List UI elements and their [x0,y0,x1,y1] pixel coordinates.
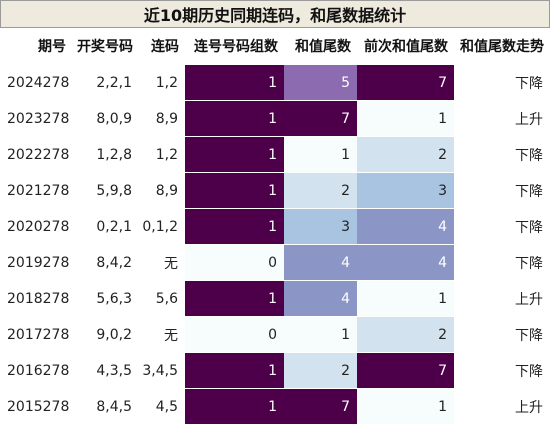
cell-trend: 下降 [454,173,550,209]
cell-trend: 下降 [454,65,550,101]
cell-prev-sum-tail: 1 [357,389,454,424]
cell-trend: 下降 [454,245,550,281]
header-group-count: 连号号码组数 [185,28,284,65]
cell-consecutive: 无 [139,245,185,281]
cell-draw-numbers: 4,3,5 [72,353,139,389]
cell-sum-tail: 5 [284,65,357,101]
header-prev-sum-tail: 前次和值尾数 [357,28,454,65]
cell-sum-tail: 4 [284,281,357,317]
cell-prev-sum-tail: 2 [357,137,454,173]
cell-period: 2022278 [0,137,72,173]
cell-trend: 下降 [454,209,550,245]
cell-consecutive: 8,9 [139,173,185,209]
cell-period: 2023278 [0,101,72,137]
cell-group-count: 1 [185,209,284,245]
cell-draw-numbers: 2,2,1 [72,65,139,101]
cell-prev-sum-tail: 1 [357,281,454,317]
cell-period: 2016278 [0,353,72,389]
cell-consecutive: 1,2 [139,137,185,173]
cell-prev-sum-tail: 7 [357,353,454,389]
table-title: 近10期历史同期连码，和尾数据统计 [0,0,550,28]
stats-panel: 近10期历史同期连码，和尾数据统计 期号 开奖号码 连码 连号号码组数 和值尾数… [0,0,550,403]
header-trend: 和值尾数走势 [454,28,550,65]
header-numbers: 开奖号码 [72,28,139,65]
cell-trend: 上升 [454,281,550,317]
cell-trend: 下降 [454,353,550,389]
cell-group-count: 0 [185,317,284,353]
cell-sum-tail: 4 [284,245,357,281]
cell-sum-tail: 1 [284,137,357,173]
cell-period: 2018278 [0,281,72,317]
cell-trend: 上升 [454,389,550,424]
stats-table: 期号 开奖号码 连码 连号号码组数 和值尾数 前次和值尾数 和值尾数走势 202… [0,28,550,424]
cell-sum-tail: 2 [284,353,357,389]
cell-draw-numbers: 1,2,8 [72,137,139,173]
cell-group-count: 1 [185,65,284,101]
cell-group-count: 0 [185,245,284,281]
cell-period: 2020278 [0,209,72,245]
cell-period: 2017278 [0,317,72,353]
cell-sum-tail: 2 [284,173,357,209]
cell-prev-sum-tail: 1 [357,101,454,137]
cell-sum-tail: 1 [284,317,357,353]
cell-group-count: 1 [185,101,284,137]
cell-group-count: 1 [185,281,284,317]
cell-draw-numbers: 9,0,2 [72,317,139,353]
cell-prev-sum-tail: 7 [357,65,454,101]
cell-sum-tail: 7 [284,101,357,137]
header-sum-tail: 和值尾数 [284,28,357,65]
cell-prev-sum-tail: 4 [357,209,454,245]
cell-consecutive: 1,2 [139,65,185,101]
cell-consecutive: 无 [139,317,185,353]
cell-sum-tail: 7 [284,389,357,424]
cell-period: 2024278 [0,65,72,101]
cell-prev-sum-tail: 4 [357,245,454,281]
cell-trend: 下降 [454,137,550,173]
cell-prev-sum-tail: 3 [357,173,454,209]
header-row: 期号 开奖号码 连码 连号号码组数 和值尾数 前次和值尾数 和值尾数走势 [0,28,550,65]
cell-consecutive: 5,6 [139,281,185,317]
cell-consecutive: 4,5 [139,389,185,424]
cell-period: 2019278 [0,245,72,281]
cell-draw-numbers: 8,4,2 [72,245,139,281]
header-consecutive: 连码 [139,28,185,65]
cell-consecutive: 0,1,2 [139,209,185,245]
cell-group-count: 1 [185,353,284,389]
cell-draw-numbers: 0,2,1 [72,209,139,245]
cell-sum-tail: 3 [284,209,357,245]
cell-group-count: 1 [185,173,284,209]
cell-period: 2015278 [0,389,72,424]
cell-period: 2021278 [0,173,72,209]
cell-group-count: 1 [185,389,284,424]
cell-group-count: 1 [185,137,284,173]
cell-consecutive: 8,9 [139,101,185,137]
cell-draw-numbers: 5,6,3 [72,281,139,317]
cell-trend: 下降 [454,317,550,353]
header-period: 期号 [0,28,72,65]
cell-draw-numbers: 8,0,9 [72,101,139,137]
cell-draw-numbers: 8,4,5 [72,389,139,424]
cell-draw-numbers: 5,9,8 [72,173,139,209]
cell-prev-sum-tail: 2 [357,317,454,353]
cell-consecutive: 3,4,5 [139,353,185,389]
cell-trend: 上升 [454,101,550,137]
